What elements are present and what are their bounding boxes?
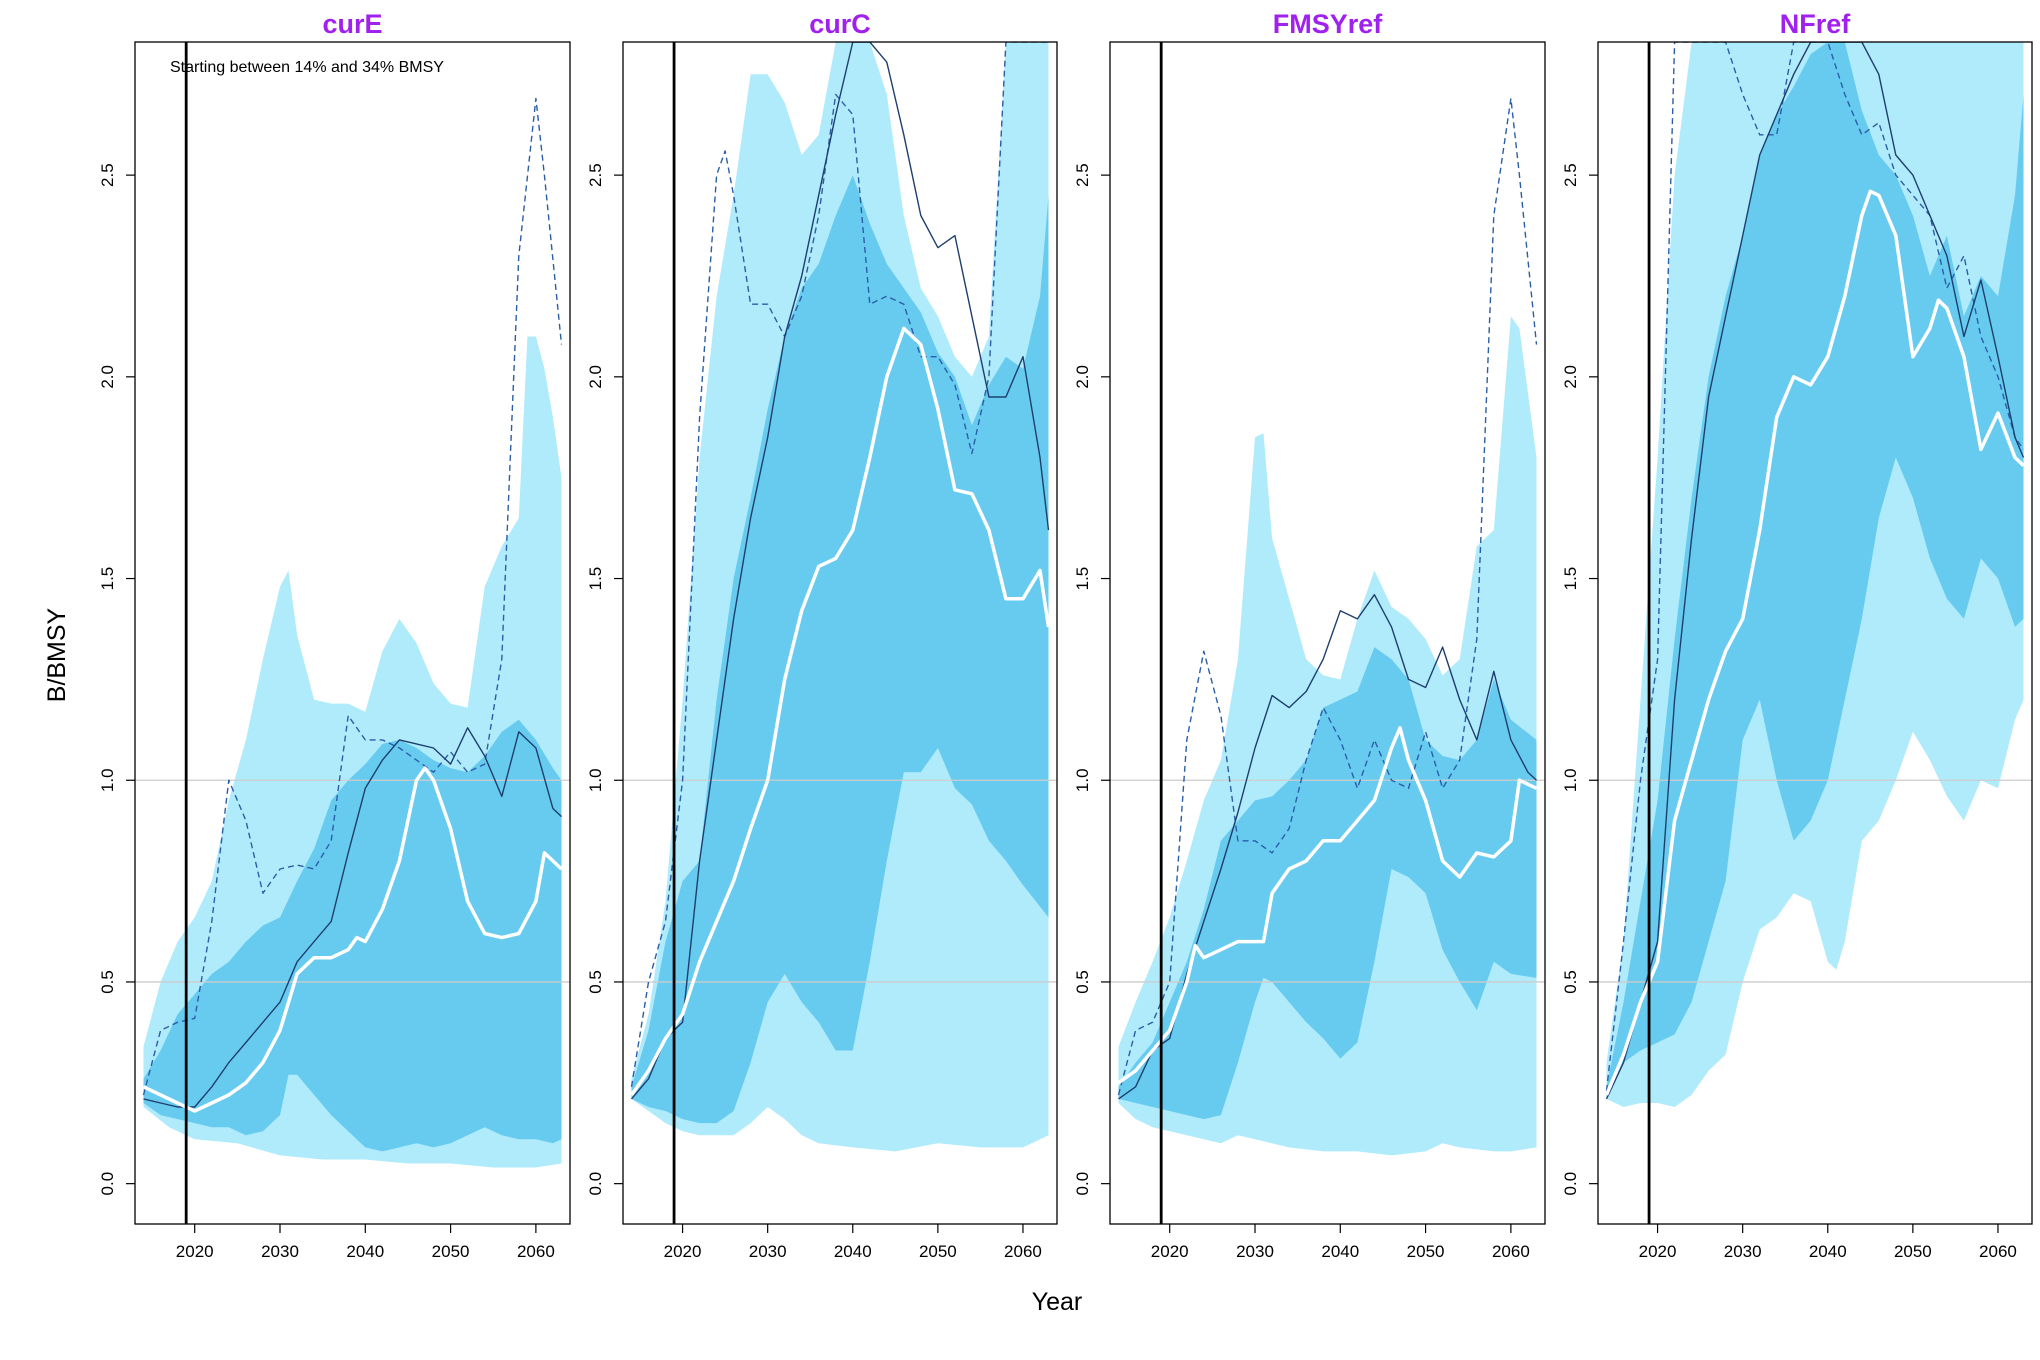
panel-1-x-tick-label: 2030 [261,1242,299,1261]
panel-1-mid-band [143,719,562,1152]
panel-2-mid-band [631,175,1049,1124]
panel-3-x-tick-label: 2050 [1407,1242,1445,1261]
panel-2-y-tick-label: 0.0 [586,1172,605,1196]
panel-4-mid-band [1606,42,2024,1099]
panel-1: curE 2020 2030 2040 2050 2060 0.0 0.5 1.0 1.5 2.0 2… [98,9,571,1261]
panel-3-x-tick-label: 2030 [1236,1242,1274,1261]
panel-2-x-tick-label: 2050 [919,1242,957,1261]
panel-4-x-tick-label: 2050 [1894,1242,1932,1261]
panel-2-median-line [630,326,1051,1096]
panel-4-y-tick-label: 1.5 [1561,567,1580,591]
panel-2-trajectory-line [630,42,1050,1100]
panel-2-title: curC [809,9,871,39]
panel-2-x-tick-label: 2040 [834,1242,872,1261]
panel-1-dashed-line [142,97,563,1096]
panel-3-y-tick-label: 2.0 [1073,365,1092,389]
panel-1-y-tick-label: 2.0 [98,365,117,389]
panel-2-y-tick-label: 2.5 [586,163,605,187]
panel-1-x-tick-label: 2040 [346,1242,384,1261]
panel-1-y-tick-label: 2.5 [98,163,117,187]
panel-2-dashed-line [630,42,1049,1087]
panels: curE 2020 2030 2040 2050 2060 0.0 0.5 1.0 1.5 2.0 2… [98,9,2033,1261]
panel-2: curC 2020 2030 2040 2050 2060 0.0 0.5 1.0 1.5 2.0 2… [586,9,1058,1261]
panel-4-y-tick-label: 0.0 [1561,1172,1580,1196]
panel-4-x-tick-label: 2060 [1979,1242,2017,1261]
panel-1-y-tick-label: 0.0 [98,1172,117,1196]
panel-2-y-tick-label: 1.5 [586,567,605,591]
panel-3-plot-area [1110,42,1545,1224]
panel-4-frame [1597,41,2033,1225]
panel-2-y-tick-label: 2.0 [586,365,605,389]
panel-2-x-tick-label: 2060 [1004,1242,1042,1261]
panel-4-y-tick-label: 0.5 [1561,970,1580,994]
panel-4-x-tick-label: 2020 [1639,1242,1677,1261]
panel-2-frame [622,41,1058,1225]
panel-3-y-tick-label: 1.0 [1073,768,1092,792]
panel-4-x-tick-label: 2030 [1724,1242,1762,1261]
panel-4-median-line [1604,189,2025,1096]
panel-3-x-tick-label: 2060 [1492,1242,1530,1261]
panel-3-x-tick-label: 2040 [1321,1242,1359,1261]
panel-3-y-tick-label: 2.5 [1073,163,1092,187]
panel-3: FMSYref 2020 2030 2040 2050 2060 0.0 0.5 1.0 1.5 2… [1073,9,1546,1261]
panel-3-median-line [1117,726,1538,1085]
panel-3-y-tick-label: 0.0 [1073,1172,1092,1196]
panel-4-dashed-line [1605,42,2025,1091]
panel-1-x-tick-label: 2050 [432,1242,470,1261]
panel-4-y-tick-label: 1.0 [1561,768,1580,792]
panel-3-mid-band [1118,647,1537,1120]
panel-1-y-tick-label: 1.0 [98,768,117,792]
panel-3-title: FMSYref [1273,9,1384,39]
panel-2-y-tick-label: 1.0 [586,768,605,792]
panel-4-plot-area [1598,42,2032,1224]
panel-1-x-tick-label: 2060 [517,1242,555,1261]
panel-1-plot-area [135,42,570,1224]
panel-4-x-tick-label: 2040 [1809,1242,1847,1261]
panel-2-x-tick-label: 2030 [749,1242,787,1261]
panel-1-y-tick-label: 0.5 [98,970,117,994]
panel-3-dashed-line [1117,97,1538,1096]
panel-1-title: curE [322,9,382,39]
panel-1-median-line [142,766,563,1113]
panel-2-y-tick-label: 0.5 [586,970,605,994]
panel-3-x-tick-label: 2020 [1151,1242,1189,1261]
panel-3-frame [1109,41,1546,1225]
panel-1-annotation: Starting between 14% and 34% BMSY [170,59,444,76]
panel-1-y-tick-label: 1.5 [98,567,117,591]
panel-4-title: NFref [1780,9,1852,39]
panel-4: NFref 2020 2030 2040 2050 2060 0.0 0.5 1.0 1.5 2.0… [1561,9,2033,1261]
panel-4-y-tick-label: 2.5 [1561,163,1580,187]
panel-3-y-tick-label: 0.5 [1073,970,1092,994]
panel-3-y-tick-label: 1.5 [1073,567,1092,591]
panel-1-trajectory-line [143,727,562,1108]
panel-1-x-tick-label: 2020 [176,1242,214,1261]
panel-1-frame [134,41,571,1225]
panel-4-trajectory-line [1605,42,2025,1100]
y-axis-label: B/BMSY [43,607,71,702]
panel-2-x-tick-label: 2020 [664,1242,702,1261]
x-axis-label: Year [1032,1288,1083,1316]
panel-2-plot-area [623,42,1057,1224]
panel-4-y-tick-label: 2.0 [1561,365,1580,389]
